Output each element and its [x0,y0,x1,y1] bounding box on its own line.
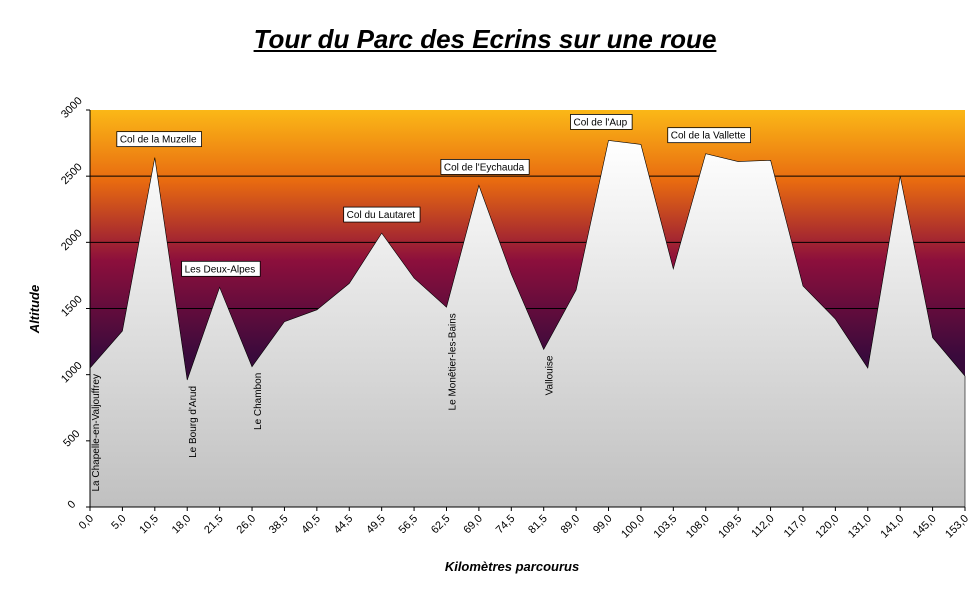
y-tick-label: 500 [61,428,82,449]
peak-annotation: Col de l'Aup [570,114,633,130]
y-ticks: 0 500 1000 1500 2000 2500 3000 [59,95,90,511]
valley-annotation: Le Bourg d'Arud [188,386,199,458]
x-tick-label: 69,0 [461,513,485,537]
y-tick-label: 2000 [59,227,85,253]
x-tick-label: 103,5 [652,513,680,541]
annotation-label: Les Deux-Alpes [185,264,256,275]
x-tick-label: 117,0 [782,513,809,540]
annotation-label: Col de la Vallette [671,131,746,142]
x-tick-label: 56,5 [397,513,421,537]
valley-annotation: Le Monêtier-les-Bains [447,313,458,410]
y-tick-label: 1500 [59,293,85,319]
x-axis-label: Kilomètres parcourus [445,559,579,574]
x-tick-label: 74,5 [494,513,518,537]
x-tick-label: 62,5 [429,513,453,537]
x-tick-label: 38,5 [267,513,291,537]
x-tick-label: 100,0 [619,513,647,541]
peak-annotation: Les Deux-Alpes [181,260,261,277]
x-tick-label: 131,0 [846,513,874,541]
x-tick-label: 109,5 [716,513,744,541]
x-tick-label: 26,0 [235,513,259,537]
x-tick-label: 10,5 [137,513,161,537]
x-tick-label: 112,0 [749,513,776,540]
annotation-label: Col de la Muzelle [120,135,197,146]
annotation-label: Col du Lautaret [347,210,416,221]
peak-annotation: Col du Lautaret [343,206,421,223]
x-tick-label: 5,0 [109,513,128,532]
x-tick-label: 81,5 [526,513,550,537]
x-tick-label: 40,5 [299,513,323,537]
x-tick-label: 99,0 [591,513,615,537]
x-tick-label: 89,0 [559,513,583,537]
x-tick-label: 153,0 [943,513,970,541]
x-tick-label: 18,0 [170,513,194,537]
peak-annotation: Col de la Muzelle [116,131,202,148]
x-tick-label: 44,5 [332,513,356,537]
y-tick-label: 1000 [59,360,85,386]
peak-annotation: Col de l'Eychauda [440,159,530,175]
y-tick-label: 0 [65,498,78,511]
x-ticks: 0,0 5,0 10,5 18,0 21,5 26,0 38,5 40,5 44,5 49,5 56… [77,507,970,541]
peak-annotation: Col de la Vallette [667,127,752,144]
chart-title: Tour du Parc des Ecrins sur une roue [253,24,717,54]
annotation-label: Col de l'Aup [574,117,628,128]
y-tick-label: 3000 [59,95,85,121]
valley-annotation: Le Chambon [253,373,264,430]
x-tick-label: 49,5 [364,513,388,537]
x-tick-label: 145,0 [911,513,939,541]
y-tick-label: 2500 [59,161,85,187]
x-tick-label: 0,0 [77,513,96,532]
valley-annotation: La Chapelle-en-Valjouffrey [91,374,102,491]
x-tick-label: 120,0 [814,513,842,541]
x-tick-label: 21,5 [202,513,226,537]
altitude-area [89,140,966,508]
y-axis-label: Altitude [27,285,42,334]
annotation-label: Col de l'Eychauda [444,162,525,173]
valley-annotation: Vallouise [545,355,556,395]
x-tick-label: 141,0 [878,513,906,541]
x-tick-label: 108,0 [684,513,712,541]
annotations: Col de la Muzelle Les Deux-Alpes Col du La… [91,114,752,492]
